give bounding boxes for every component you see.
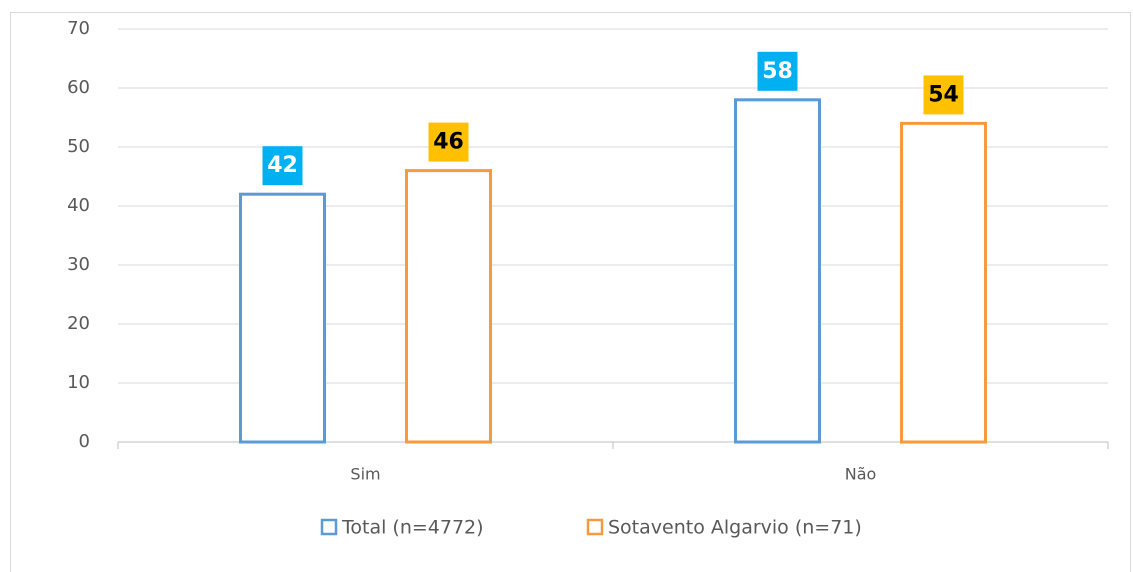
y-tick-label: 0 bbox=[79, 431, 90, 452]
bar bbox=[239, 192, 326, 444]
data-label: 54 bbox=[928, 82, 959, 107]
bar bbox=[405, 169, 492, 444]
data-label: 42 bbox=[267, 153, 298, 178]
data-label: 46 bbox=[433, 130, 464, 155]
legend-label: Total (n=4772) bbox=[341, 517, 484, 539]
y-tick-label: 30 bbox=[67, 254, 90, 275]
y-tick-label: 40 bbox=[67, 195, 90, 216]
legend-label: Sotavento Algarvio (n=71) bbox=[608, 517, 862, 539]
legend-swatch bbox=[320, 518, 338, 536]
y-tick-label: 70 bbox=[67, 18, 90, 39]
data-label-box bbox=[757, 51, 798, 91]
y-tick-label: 60 bbox=[67, 77, 90, 98]
x-tick-label: Sim bbox=[350, 465, 380, 484]
x-tick-label: Não bbox=[845, 465, 877, 484]
data-label-box bbox=[428, 122, 469, 162]
bar bbox=[734, 98, 821, 444]
y-tick-label: 10 bbox=[67, 372, 90, 393]
legend-swatch bbox=[586, 518, 604, 536]
data-label: 58 bbox=[762, 59, 793, 84]
data-label-box bbox=[923, 75, 964, 115]
y-tick-label: 50 bbox=[67, 136, 90, 157]
bar bbox=[900, 121, 987, 444]
y-tick-label: 20 bbox=[67, 313, 90, 334]
data-label-box bbox=[262, 146, 303, 186]
